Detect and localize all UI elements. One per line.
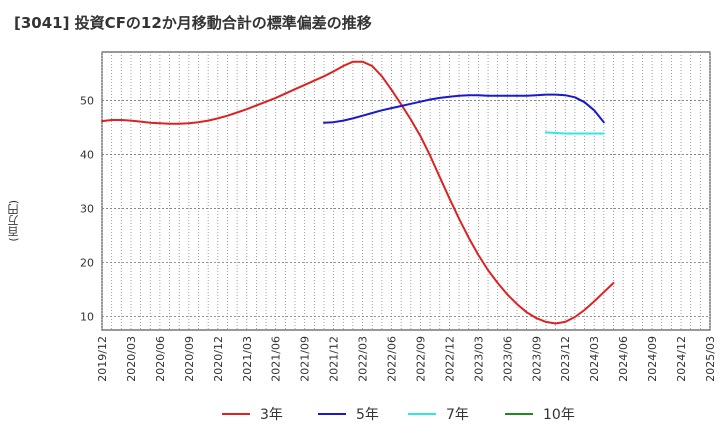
x-tick-label: 2021/06: [270, 336, 283, 382]
x-tick-label: 2020/09: [183, 336, 196, 382]
x-tick-label: 2021/03: [241, 336, 254, 382]
plot-area: [101, 51, 711, 331]
x-tick-label: 2020/03: [125, 336, 138, 382]
x-tick-label: 2024/12: [675, 336, 688, 382]
series-lines: [101, 60, 615, 325]
y-tick-label: 40: [80, 149, 94, 162]
x-tick-label: 2022/03: [357, 336, 370, 382]
y-tick-label: 50: [80, 95, 94, 108]
x-tick-label: 2023/06: [501, 336, 514, 382]
x-tick-label: 2023/03: [472, 336, 485, 382]
series-line-3年: [101, 60, 615, 325]
y-axis: 10 20 30 40 50: [80, 95, 94, 324]
x-tick-label: 2019/12: [96, 336, 109, 382]
x-tick-label: 2021/12: [328, 336, 341, 382]
x-tick-label: 2020/06: [154, 336, 167, 382]
x-tick-label: 2022/09: [414, 336, 427, 382]
series-line-5年: [323, 93, 605, 124]
y-tick-label: 30: [80, 203, 94, 216]
grid: [101, 52, 711, 330]
x-tick-label: 2020/12: [212, 336, 225, 382]
y-tick-label: 10: [80, 311, 94, 324]
legend: 3年 5年 7年 10年: [222, 407, 575, 423]
x-tick-label: 2023/09: [530, 336, 543, 382]
series-line-7年: [544, 131, 605, 135]
legend-label-3年: 3年: [260, 407, 283, 423]
x-tick-label: 2022/12: [443, 336, 456, 382]
legend-label-5年: 5年: [356, 407, 379, 423]
x-tick-label: 2023/12: [559, 336, 572, 382]
plot-frame: [101, 51, 711, 331]
chart-title: [3041] 投資CFの12か月移動合計の標準偏差の推移: [14, 14, 372, 32]
x-tick-label: 2022/06: [386, 336, 399, 382]
x-tick-label: 2021/09: [299, 336, 312, 382]
legend-label-10年: 10年: [543, 407, 575, 423]
y-tick-label: 20: [80, 257, 94, 270]
x-tick-label: 2024/03: [588, 336, 601, 382]
legend-label-7年: 7年: [446, 407, 469, 423]
x-tick-label: 2024/09: [646, 336, 659, 382]
x-tick-label: 2025/03: [704, 336, 717, 382]
x-axis: 2019/12 2020/03 2020/06 2020/09 2020/12 2021/…: [96, 336, 717, 382]
x-tick-label: 2024/06: [617, 336, 630, 382]
